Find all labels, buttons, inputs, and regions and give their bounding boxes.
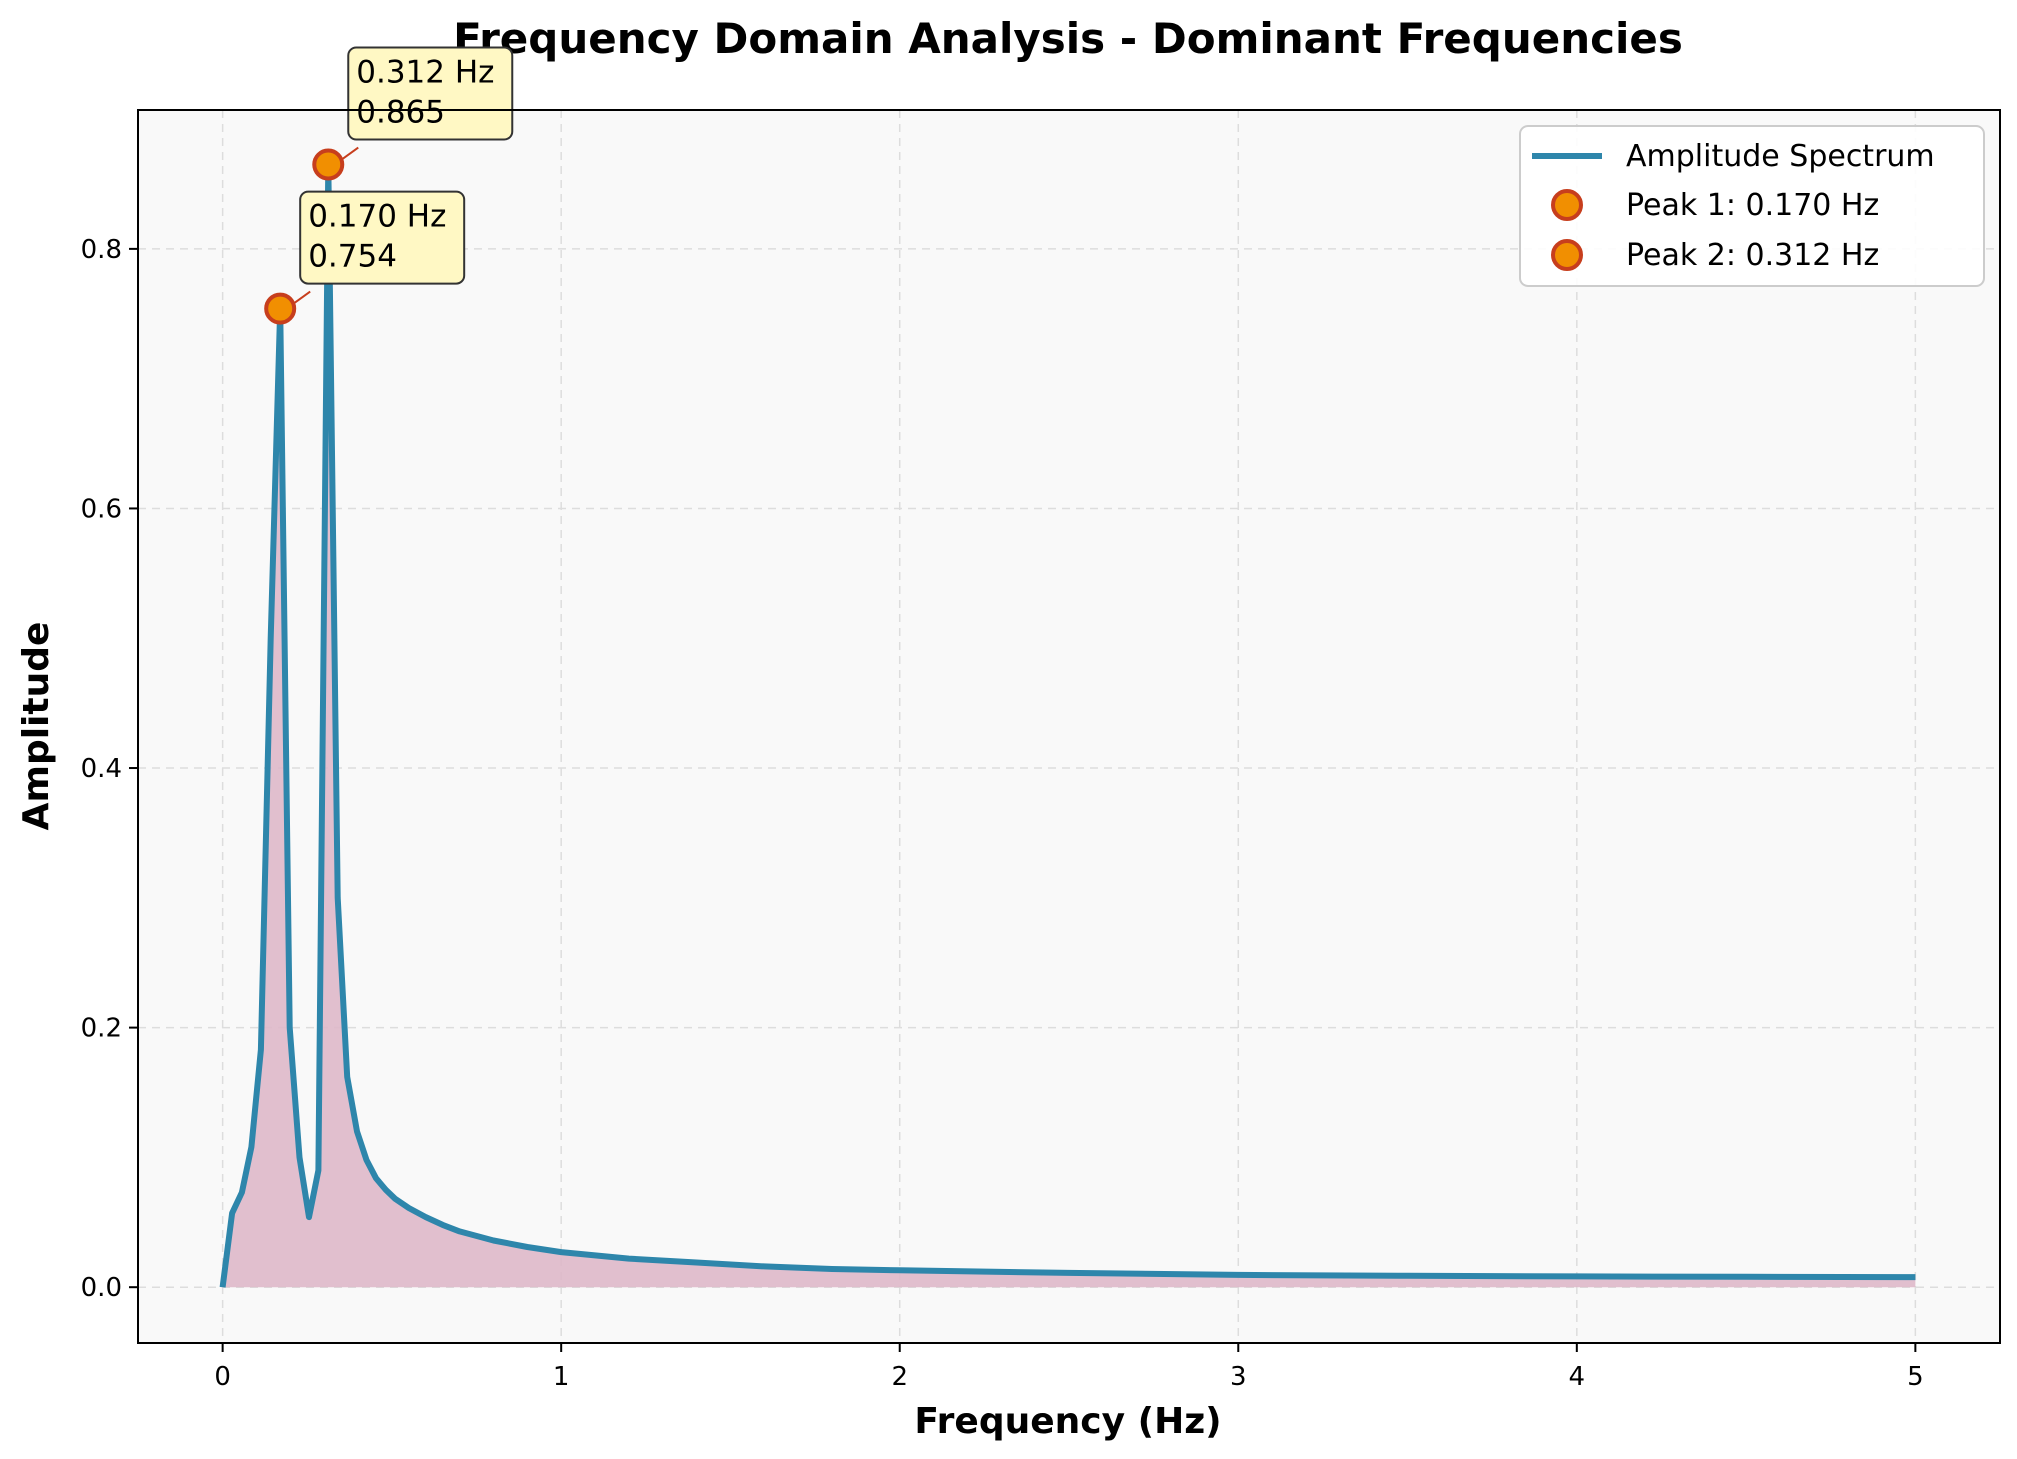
- legend: Amplitude Spectrum Peak 1: 0.170 Hz Peak…: [1519, 125, 1985, 287]
- annotation-amplitude-1: 0.754: [308, 239, 397, 275]
- x-tick-label-4: 4: [1569, 1362, 1586, 1392]
- x-axis-ticks: 0 1 2 3 4 5: [214, 1343, 1924, 1392]
- y-tick-label-1: 0.2: [81, 1014, 122, 1044]
- annotation-amplitude-2: 0.865: [356, 95, 445, 131]
- annotation-frequency-2: 0.312 Hz: [356, 55, 494, 91]
- peak-marker-2: [312, 148, 345, 181]
- plot-frame: [137, 109, 2001, 1344]
- y-tick-label-2: 0.4: [81, 754, 122, 784]
- x-axis-label: Frequency (Hz): [914, 1401, 1221, 1442]
- peak-marker-1: [264, 292, 297, 325]
- x-tick-label-5: 5: [1907, 1362, 1924, 1392]
- chart-title: Frequency Domain Analysis - Dominant Fre…: [453, 14, 1683, 63]
- series-layer: [219, 148, 1916, 1288]
- y-tick-label-0: 0.0: [81, 1273, 122, 1303]
- y-tick-label-4: 0.8: [81, 235, 122, 265]
- y-axis-label: Amplitude: [16, 622, 57, 831]
- annotation-arrow-2: [339, 146, 359, 162]
- y-axis-ticks: 0.0 0.2 0.4 0.6 0.8: [81, 235, 138, 1303]
- x-tick-label-3: 3: [1230, 1362, 1247, 1392]
- annotation-box-2: [347, 46, 514, 141]
- legend-swatch-peak-2: [1551, 239, 1583, 271]
- legend-label-peak-1: Peak 1: 0.170 Hz: [1626, 188, 1879, 223]
- legend-box: [1519, 125, 1985, 287]
- legend-label-spectrum: Amplitude Spectrum: [1626, 139, 1935, 174]
- legend-swatch-peak-1: [1551, 189, 1583, 221]
- x-tick-label-1: 1: [553, 1362, 570, 1392]
- annotation-frequency-1: 0.170 Hz: [308, 199, 446, 235]
- plot-area: [138, 110, 2000, 1343]
- annotations: 0.170 Hz 0.754 0.312 Hz 0.865: [291, 46, 514, 306]
- y-tick-label-3: 0.6: [81, 494, 122, 524]
- annotation-arrow-1: [291, 290, 311, 306]
- annotation-box-1: [299, 190, 466, 285]
- x-tick-label-2: 2: [891, 1362, 908, 1392]
- legend-label-peak-2: Peak 2: 0.312 Hz: [1626, 238, 1879, 273]
- x-tick-label-0: 0: [214, 1362, 231, 1392]
